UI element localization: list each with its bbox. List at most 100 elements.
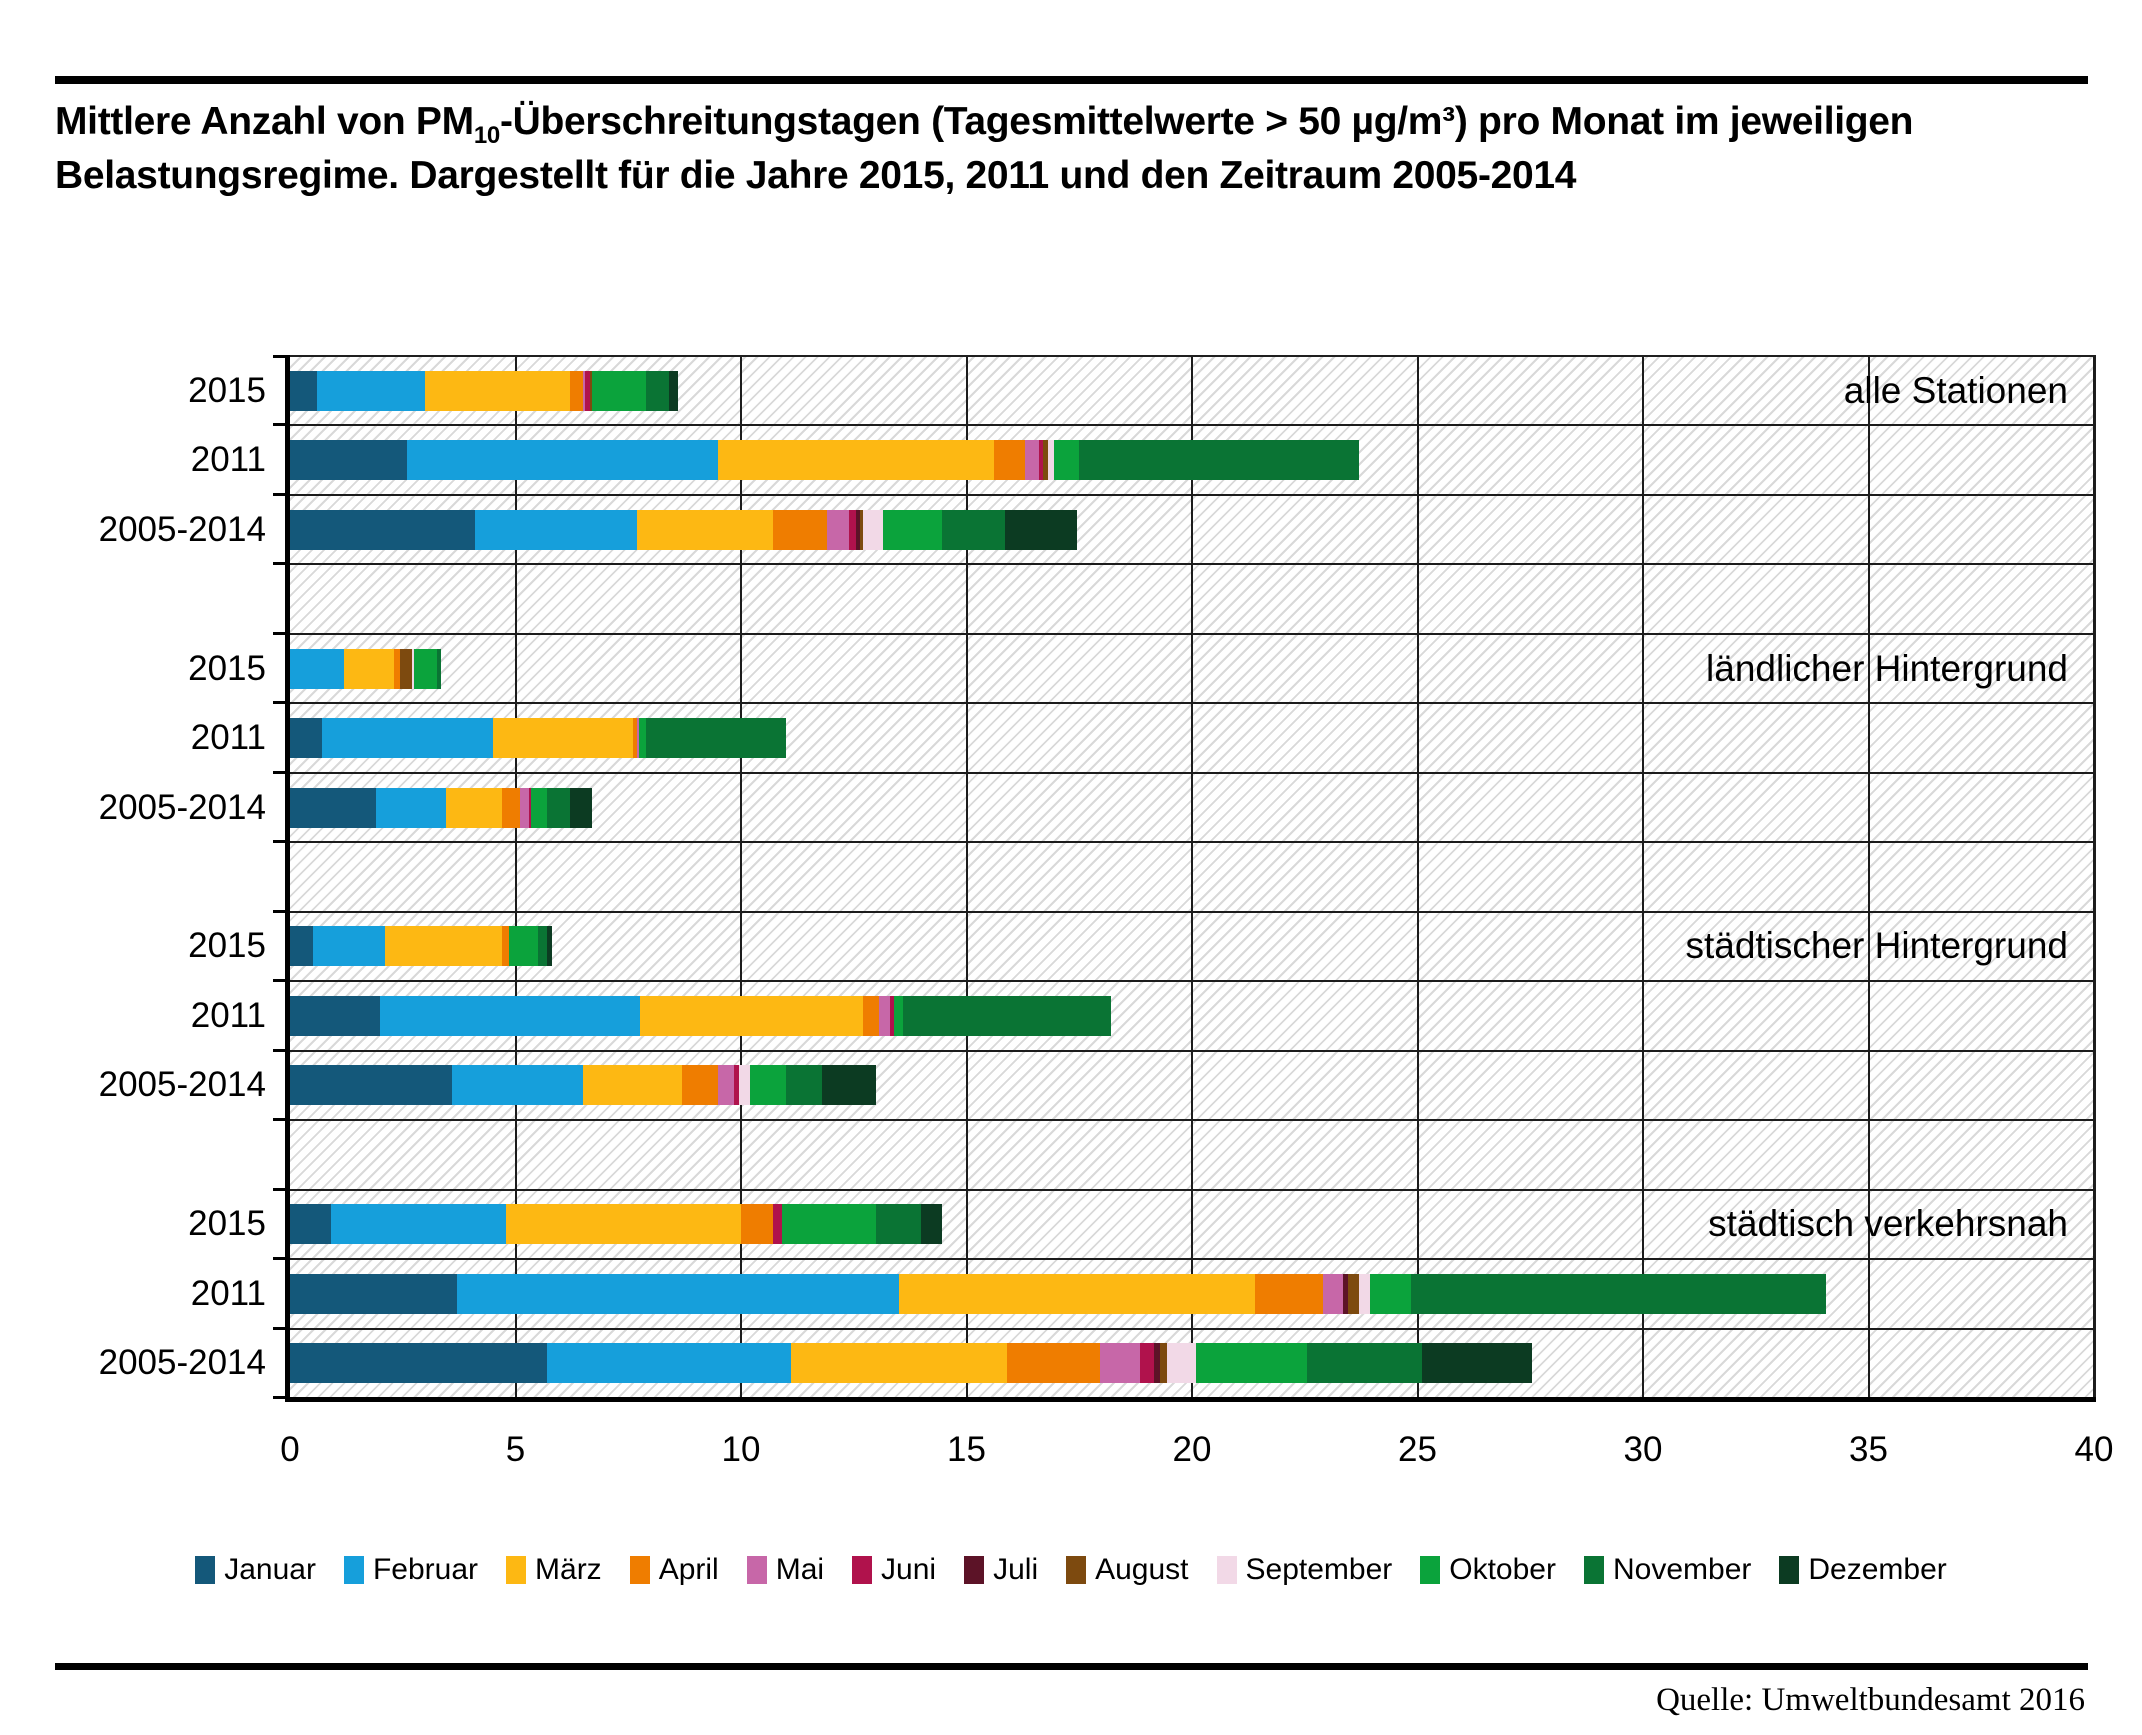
chart-row-band: 2015 städtisch verkehrsnah: [188, 1191, 2094, 1261]
bar-segment-november: [941, 509, 1005, 550]
bar-segment-dezember: [921, 1204, 942, 1245]
legend-item-oktober: Oktober: [1420, 1553, 1556, 1587]
bar-segment-januar: [290, 718, 322, 759]
bar-segment-januar: [290, 787, 376, 828]
bar-segment-april: [772, 509, 827, 550]
bar-segment-juni: [772, 1204, 782, 1245]
legend-item-juni: Juni: [852, 1553, 936, 1587]
bar-segment-juni: [849, 509, 856, 550]
bottom-divider-rule: [55, 1663, 2088, 1670]
bar-segment-august: [400, 648, 412, 689]
legend-item-november: November: [1583, 1553, 1752, 1587]
bar-segment-januar: [290, 440, 408, 481]
bar-segment-oktober: [781, 1204, 877, 1245]
legend-item-juli: Juli: [964, 1553, 1038, 1587]
bar-segment-juli: [1153, 1343, 1161, 1384]
bar-segment-mai: [718, 1065, 735, 1106]
bar-segment-januar: [290, 1065, 453, 1106]
x-axis-tick-label: 5: [505, 1430, 526, 1469]
row-label: 2015: [188, 1204, 266, 1244]
legend-label: April: [658, 1553, 719, 1586]
bar-segment-dezember: [1004, 509, 1077, 550]
bar-segment-januar: [290, 370, 318, 411]
bar-segment-februar: [375, 787, 446, 828]
x-axis-tick-label: 35: [1849, 1430, 1888, 1469]
bar-segment-april: [501, 787, 520, 828]
bar-segment-oktober: [1196, 1343, 1307, 1384]
bar-segment-maerz: [898, 1273, 1256, 1314]
legend-label: Dezember: [1808, 1553, 1947, 1586]
bar-segment-maerz: [445, 787, 502, 828]
x-axis-tick-label: 15: [947, 1430, 986, 1469]
top-divider-rule: [55, 76, 2088, 84]
bar-segment-dezember: [822, 1065, 877, 1106]
bar-segment-dezember: [668, 370, 678, 411]
bar-segment-april: [740, 1204, 773, 1245]
stacked-bar: [290, 648, 2094, 689]
bar-segment-juli: [855, 509, 861, 550]
bar-segment-januar: [290, 995, 381, 1036]
y-axis-tick: [273, 701, 285, 705]
row-label: 2015: [188, 648, 266, 688]
bar-segment-mai: [583, 370, 586, 411]
legend-swatch: [1066, 1556, 1087, 1584]
bar-segment-oktober: [639, 718, 647, 759]
legend-label: Juli: [993, 1553, 1039, 1586]
title-text-prefix: Mittlere Anzahl von PM: [55, 100, 474, 143]
chart-row-band: 2015 städtischer Hintergrund: [188, 913, 2094, 983]
group-label: ländlicher Hintergrund: [1706, 647, 2068, 689]
bar-segment-juli: [1343, 1273, 1348, 1314]
bar-segment-november: [436, 648, 442, 689]
row-label: 2005-2014: [98, 1343, 266, 1383]
y-axis-tick: [273, 770, 285, 774]
bar-segment-dezember: [547, 926, 552, 967]
row-label: 2005-2014: [98, 509, 266, 549]
legend-label: Juni: [881, 1553, 937, 1586]
row-label: 2011: [190, 440, 266, 480]
bar-segment-februar: [321, 718, 493, 759]
bar-segment-august: [1347, 1273, 1359, 1314]
bar-segment-november: [547, 787, 570, 828]
bar-segment-maerz: [384, 926, 502, 967]
stacked-bar: [290, 440, 2094, 481]
x-gridline: [514, 357, 517, 1397]
chart-row-band: 2011: [191, 704, 2094, 774]
bar-segment-januar: [290, 1204, 331, 1245]
legend-item-august: August: [1066, 1553, 1189, 1587]
plot-area: 2015 alle Stationen 2011 2005-2014 2015 ländl…: [99, 355, 2096, 1402]
y-axis-tick: [273, 355, 285, 358]
bar-segment-februar: [452, 1065, 584, 1106]
page-title: Mittlere Anzahl von PM10-Überschreitungs…: [55, 97, 2045, 202]
bar-segment-februar: [456, 1273, 899, 1314]
legend-swatch: [1583, 1556, 1604, 1584]
chart-row-band: 2005-2014: [99, 1330, 2094, 1400]
x-gridline: [740, 357, 742, 1397]
y-axis-line: [285, 355, 290, 1402]
legend-item-mai: Mai: [746, 1553, 824, 1587]
row-label: 2015: [188, 370, 266, 410]
bar-segment-september: [738, 1065, 750, 1106]
bar-segment-april: [1255, 1273, 1323, 1314]
legend-swatch: [629, 1556, 650, 1584]
bar-segment-september: [1167, 1343, 1197, 1384]
bar-segment-november: [1410, 1273, 1826, 1314]
chart-legend: Januar Februar März April Mai Juni Juli August S…: [20, 1553, 2122, 1587]
stacked-bar: [290, 1204, 2094, 1245]
bar-segment-oktober: [894, 995, 904, 1036]
legend-swatch: [506, 1556, 527, 1584]
chart-row-band: 2015 ländlicher Hintergrund: [188, 635, 2094, 705]
bar-segment-november: [646, 718, 787, 759]
bar-segment-september: [1047, 440, 1055, 481]
bar-segment-april: [569, 370, 584, 411]
bar-segment-oktober: [1054, 440, 1080, 481]
bar-segment-april: [862, 995, 879, 1036]
y-axis-tick: [273, 1118, 285, 1122]
legend-swatch: [964, 1556, 985, 1584]
source-credit: Quelle: Umweltbundesamt 2016: [1656, 1682, 2085, 1718]
bar-segment-maerz: [344, 648, 394, 689]
bar-segment-februar: [407, 440, 719, 481]
x-gridline: [1191, 357, 1193, 1397]
legend-label: November: [1612, 1553, 1752, 1586]
y-axis-tick: [273, 562, 285, 566]
